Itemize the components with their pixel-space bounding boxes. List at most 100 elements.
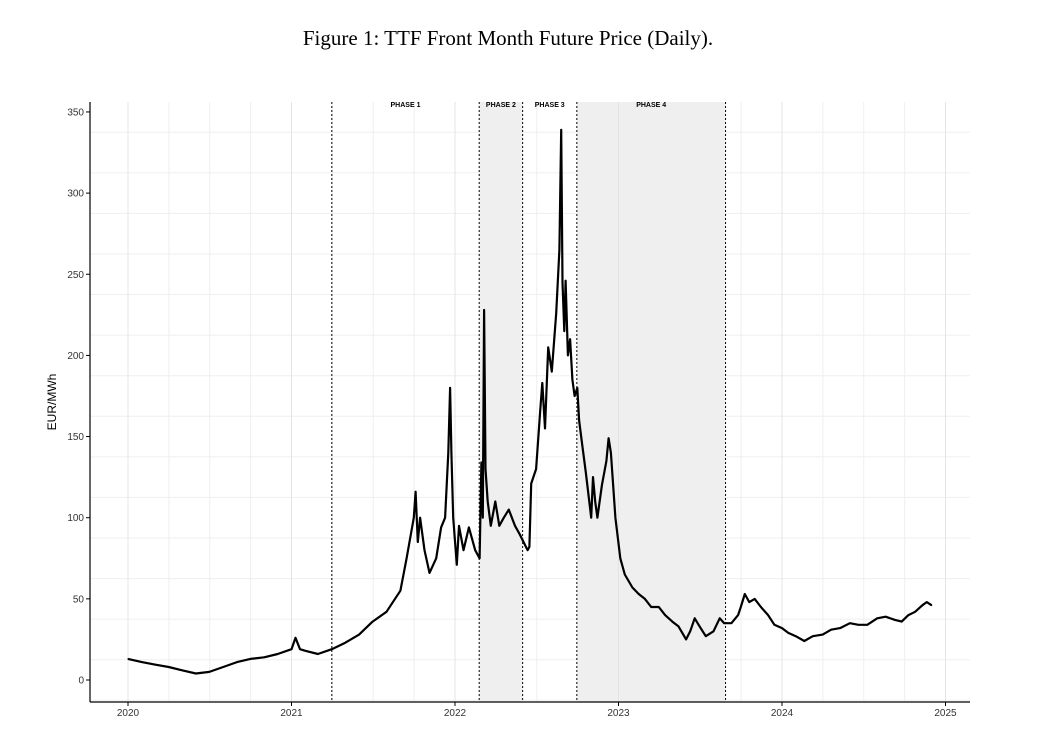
data-point bbox=[594, 500, 596, 503]
data-point bbox=[885, 616, 887, 618]
data-point bbox=[154, 663, 156, 666]
data-point bbox=[830, 629, 832, 631]
data-point bbox=[650, 606, 652, 608]
data-point bbox=[664, 614, 666, 616]
data-point bbox=[385, 611, 388, 613]
data-point bbox=[406, 557, 408, 559]
data-point bbox=[638, 593, 640, 595]
data-point bbox=[435, 557, 437, 559]
data-point bbox=[866, 624, 868, 626]
x-tick-label: 2024 bbox=[771, 708, 794, 719]
data-point bbox=[468, 526, 470, 529]
data-point bbox=[894, 619, 896, 621]
data-point bbox=[590, 517, 592, 519]
y-tick-label: 200 bbox=[67, 351, 84, 362]
data-point bbox=[249, 658, 252, 660]
data-point bbox=[730, 622, 732, 624]
data-point bbox=[452, 517, 454, 519]
data-point bbox=[563, 330, 565, 332]
data-point bbox=[694, 617, 696, 619]
data-point bbox=[222, 666, 224, 668]
data-point bbox=[812, 635, 814, 637]
figure-title: Figure 1: TTF Front Month Future Price (… bbox=[302, 26, 714, 50]
data-point bbox=[601, 484, 603, 486]
data-point bbox=[569, 338, 571, 340]
data-point bbox=[317, 653, 319, 655]
phase-label: PHASE 1 bbox=[391, 102, 421, 109]
data-point bbox=[290, 648, 293, 650]
data-point bbox=[458, 525, 460, 527]
data-point bbox=[608, 437, 610, 439]
data-point bbox=[526, 549, 529, 551]
data-point bbox=[419, 517, 421, 519]
data-point bbox=[571, 379, 573, 381]
data-point bbox=[535, 468, 537, 470]
data-point bbox=[561, 281, 564, 283]
data-point bbox=[610, 452, 612, 454]
data-point bbox=[914, 611, 916, 613]
data-point bbox=[482, 517, 484, 519]
data-point bbox=[560, 129, 562, 131]
data-point bbox=[299, 648, 301, 650]
data-point bbox=[371, 620, 374, 623]
data-point bbox=[558, 249, 560, 251]
data-point bbox=[544, 427, 546, 430]
data-point bbox=[528, 546, 530, 548]
data-point bbox=[685, 638, 687, 641]
phase-shade bbox=[576, 102, 726, 702]
data-point bbox=[440, 526, 442, 529]
data-point bbox=[181, 669, 183, 671]
x-tick-label: 2023 bbox=[607, 708, 630, 719]
data-point bbox=[795, 635, 797, 637]
x-tick-label: 2022 bbox=[444, 708, 467, 719]
data-point bbox=[614, 517, 616, 519]
data-point bbox=[423, 549, 426, 551]
data-point bbox=[644, 598, 646, 600]
data-point bbox=[498, 525, 500, 527]
y-axis-label: EUR/MWh bbox=[45, 374, 59, 431]
data-point bbox=[631, 586, 633, 589]
data-point bbox=[449, 387, 451, 389]
data-point bbox=[719, 617, 721, 619]
data-point bbox=[787, 632, 789, 634]
data-point bbox=[304, 650, 306, 652]
data-point bbox=[490, 525, 492, 527]
y-tick-label: 350 bbox=[67, 107, 84, 118]
y-tick-label: 0 bbox=[78, 676, 84, 687]
data-point bbox=[931, 604, 933, 606]
data-point bbox=[705, 635, 707, 637]
data-point bbox=[921, 604, 923, 606]
data-point bbox=[748, 601, 750, 603]
data-point bbox=[474, 549, 476, 551]
data-point bbox=[294, 637, 297, 639]
data-point bbox=[712, 630, 715, 632]
data-point bbox=[503, 517, 505, 519]
data-point bbox=[839, 627, 841, 629]
data-point bbox=[168, 666, 170, 668]
data-point bbox=[539, 411, 541, 413]
data-point bbox=[331, 648, 333, 650]
phase-shade bbox=[479, 102, 523, 702]
x-tick-label: 2025 bbox=[934, 708, 957, 719]
data-point bbox=[677, 625, 680, 628]
data-point bbox=[737, 614, 739, 616]
data-point bbox=[773, 624, 775, 626]
data-point bbox=[462, 549, 465, 551]
data-point bbox=[417, 541, 419, 543]
data-point bbox=[277, 653, 279, 655]
data-point bbox=[803, 640, 805, 642]
phase-label: PHASE 2 bbox=[486, 102, 516, 109]
data-point bbox=[195, 672, 197, 675]
data-point bbox=[547, 346, 549, 348]
data-point bbox=[479, 557, 481, 559]
data-point bbox=[483, 309, 485, 311]
data-point bbox=[127, 658, 129, 660]
data-point bbox=[551, 371, 553, 373]
data-point bbox=[565, 280, 567, 282]
data-point bbox=[494, 500, 496, 503]
data-point bbox=[567, 354, 569, 356]
data-point bbox=[530, 483, 532, 485]
data-point bbox=[760, 606, 762, 608]
data-point bbox=[450, 452, 453, 454]
